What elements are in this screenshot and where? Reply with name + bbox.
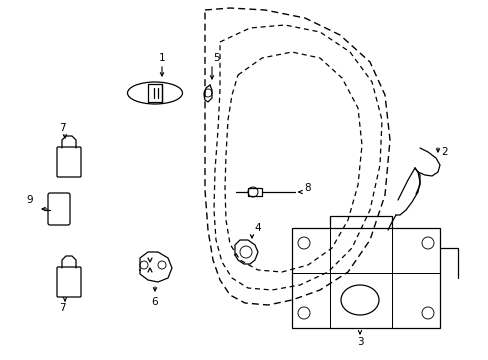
Text: 2: 2 xyxy=(441,147,447,157)
Text: 8: 8 xyxy=(304,183,311,193)
Text: 7: 7 xyxy=(59,123,65,133)
Bar xyxy=(291,228,439,328)
Text: 5: 5 xyxy=(212,53,219,63)
Text: 1: 1 xyxy=(159,53,165,63)
Text: 9: 9 xyxy=(27,195,33,205)
Text: 7: 7 xyxy=(59,303,65,313)
Text: 3: 3 xyxy=(356,337,363,347)
Text: 6: 6 xyxy=(151,297,158,307)
Text: 4: 4 xyxy=(254,223,261,233)
